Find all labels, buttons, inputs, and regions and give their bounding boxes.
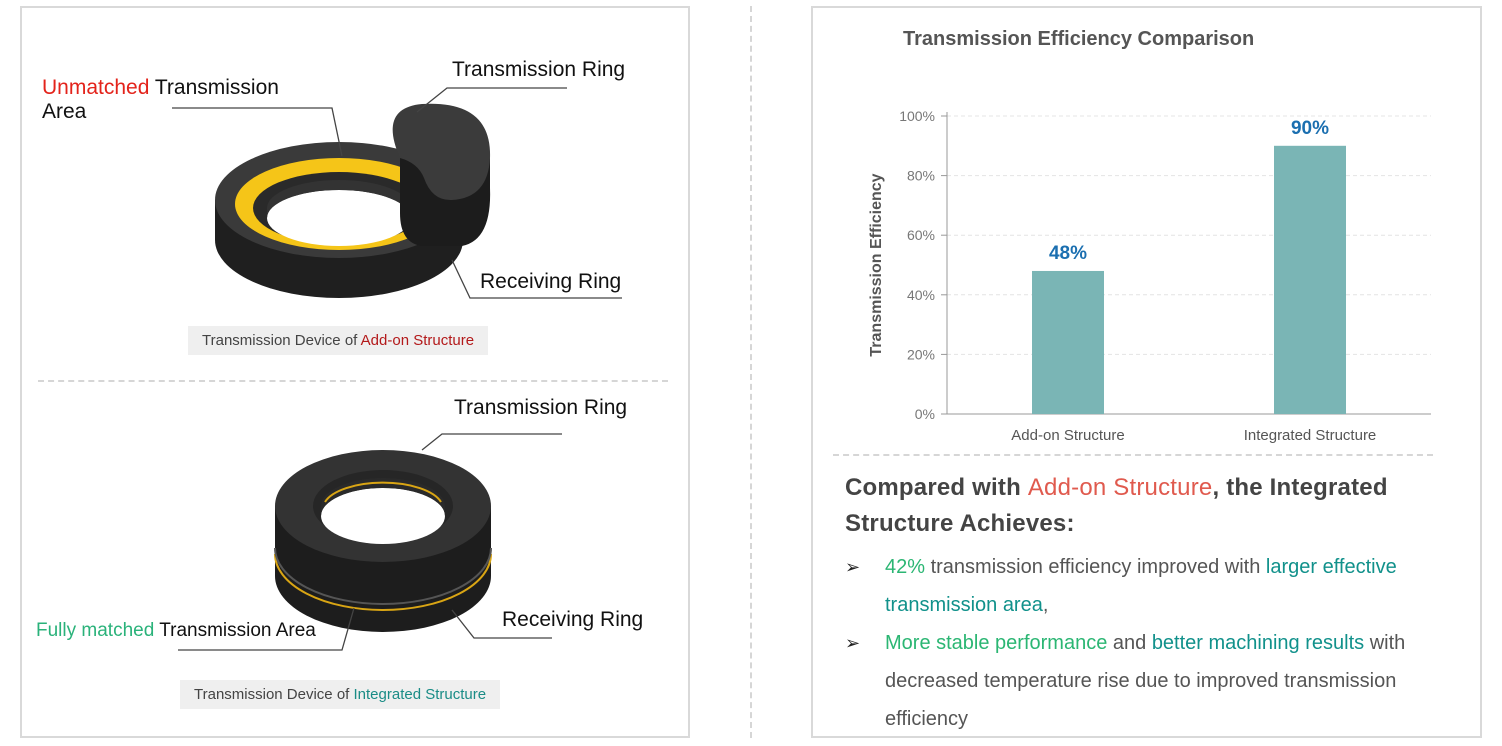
bar-1 — [1032, 270, 1104, 414]
integrated-structure-diagram — [178, 433, 562, 651]
addon-transmission-ring — [392, 103, 491, 246]
summary-heading: Compared with Add-on Structure, the Inte… — [845, 474, 1388, 537]
fully-matched-area-label: Fully matched Transmission Area — [36, 620, 316, 641]
summary-bullet-1: ➢ 42% transmission efficiency improved w… — [845, 548, 1445, 624]
addon-caption: Transmission Device of Add-on Structure — [188, 326, 489, 355]
fully-matched-transmission-area — [274, 553, 492, 611]
x-tick-label: Integrated Structure — [1244, 427, 1377, 444]
integrated-rings — [274, 450, 492, 632]
chart-title: Transmission Efficiency Comparison — [903, 28, 1255, 50]
vertical-divider — [750, 6, 752, 738]
left-diagram-panel: Unmatched Transmission Area Transmission… — [20, 6, 690, 738]
addon-structure-diagram — [172, 87, 622, 299]
summary-section: Compared with Add-on Structure, the Inte… — [845, 470, 1445, 738]
arrowhead-bullet-icon: ➢ — [845, 633, 861, 653]
y-axis-label: Transmission Efficiency — [868, 173, 885, 356]
integrated-transmission-ring-label: Transmission Ring — [454, 396, 628, 419]
addon-receiving-ring-label: Receiving Ring — [480, 270, 622, 293]
y-tick-label: 20% — [907, 346, 935, 362]
integrated-receiving-ring-label: Receiving Ring — [502, 608, 644, 631]
summary-bullet-2: ➢ More stable performance and better mac… — [845, 624, 1445, 738]
chart-summary-divider — [833, 454, 1433, 456]
y-tick-label: 60% — [907, 227, 935, 243]
section-divider — [38, 380, 668, 382]
bar-value-label: 48% — [1049, 243, 1087, 264]
efficiency-bar-chart: 0% 20% 40% 60% 80% 100% Transmission Efficienc… — [868, 108, 1431, 444]
y-tick-label: 80% — [907, 168, 935, 184]
arrowhead-bullet-icon: ➢ — [845, 557, 861, 577]
y-tick-label: 0% — [915, 406, 935, 422]
y-tick-label: 100% — [899, 108, 935, 124]
integrated-caption: Transmission Device of Integrated Struct… — [180, 680, 501, 709]
bar-value-label: 90% — [1291, 118, 1329, 139]
y-tick-label: 40% — [907, 287, 935, 303]
addon-transmission-ring-label: Transmission Ring — [452, 58, 626, 81]
unmatched-area-label: Unmatched Transmission Area — [42, 76, 279, 123]
right-chart-panel: Transmission Efficiency Comparison 0% 20%… — [811, 6, 1482, 738]
bar-2 — [1274, 145, 1346, 415]
x-tick-label: Add-on Structure — [1011, 427, 1124, 444]
